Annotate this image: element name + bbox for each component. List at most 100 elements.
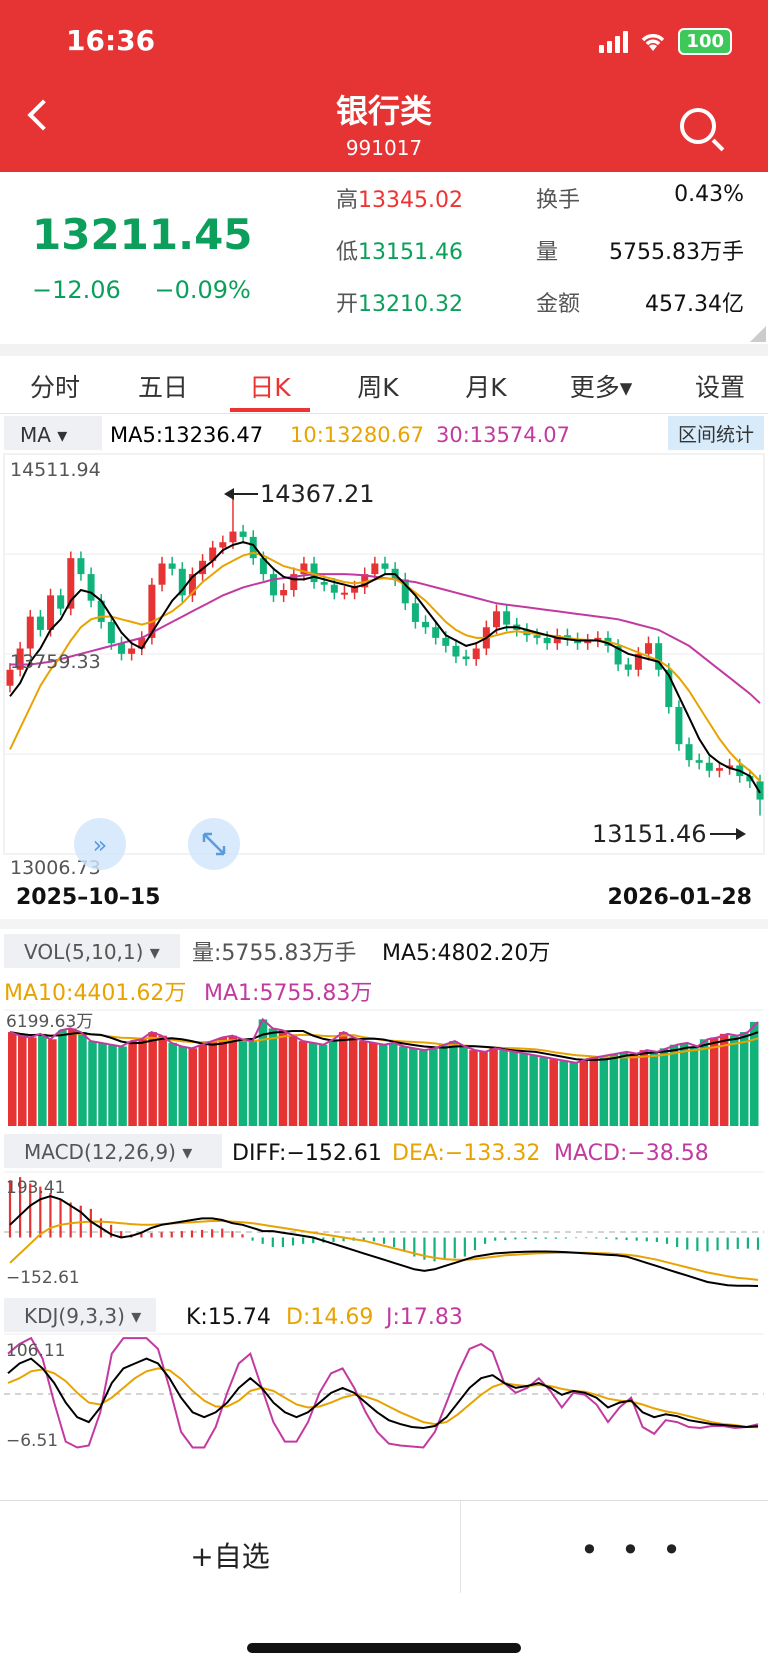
panel-gap: [0, 919, 768, 929]
volume-bar: [449, 1041, 458, 1126]
turnover-label: 换手: [536, 188, 581, 213]
macd-lines: [9, 1195, 759, 1287]
volume-bar: [378, 1044, 388, 1126]
volume-bar: [178, 1046, 187, 1126]
candle-body: [614, 645, 622, 665]
candle-body: [351, 587, 359, 593]
ma-selector[interactable]: MA ▾: [20, 423, 67, 447]
volume-bar: [399, 1046, 408, 1126]
volume-bar: [128, 1041, 137, 1126]
fullscreen-button[interactable]: [188, 818, 240, 870]
current-price: 13211.45: [32, 210, 253, 259]
candle-body: [361, 574, 369, 588]
vol-selector-bg: [4, 934, 180, 968]
vol-ma5-line: [9, 1030, 759, 1061]
ma5-line: [9, 541, 761, 794]
candle-body: [655, 643, 663, 670]
vol-ma1-line: [9, 1017, 759, 1064]
tab-five-day[interactable]: 五日: [137, 373, 188, 402]
candle-body: [6, 669, 14, 686]
kline-chart[interactable]: MA ▾ MA5:13236.47 10:13280.67 30:13574.0…: [0, 414, 768, 1450]
candle-body: [188, 574, 196, 596]
ma30-line: [10, 573, 761, 704]
vol-top-label: 6199.63万: [6, 1012, 93, 1032]
candle-body: [594, 637, 602, 641]
volume-bar: [268, 1028, 278, 1126]
volume-bar: [489, 1048, 498, 1126]
candle-body: [340, 592, 348, 595]
volume-bar: [338, 1032, 348, 1126]
candle-body: [381, 563, 389, 569]
volume-bar: [749, 1022, 759, 1126]
candle-body: [584, 640, 592, 644]
tab-settings[interactable]: 设置: [694, 373, 745, 402]
candle-body: [229, 531, 237, 543]
candle-body: [756, 781, 764, 800]
candle-body: [422, 621, 430, 628]
tab-more[interactable]: 更多▾: [569, 373, 633, 402]
candle-body: [452, 645, 460, 657]
macd-bottom-label: −152.61: [6, 1268, 80, 1288]
candle-body: [300, 563, 308, 575]
macd-selector[interactable]: MACD(12,26,9) ▾: [24, 1140, 192, 1164]
volume-bar: [659, 1048, 669, 1126]
candle-body: [624, 664, 632, 670]
wifi-icon: [642, 33, 665, 51]
search-icon[interactable]: [680, 108, 716, 144]
interval-stats-button[interactable]: 区间统计: [678, 424, 754, 446]
volume-bar: [719, 1033, 729, 1126]
tab-daily-k[interactable]: 日K: [249, 373, 291, 402]
tab-weekly-k[interactable]: 周K: [357, 373, 399, 402]
volume-bar: [188, 1048, 198, 1126]
volume-bar: [599, 1055, 609, 1126]
volume-bar: [198, 1044, 208, 1126]
expand-icon: [202, 832, 226, 856]
add-favorite-button[interactable]: +自选: [190, 1540, 270, 1573]
tab-monthly-k[interactable]: 月K: [465, 373, 507, 402]
price-change: −12.06 −0.09%: [32, 276, 277, 304]
open-value: 13210.32: [358, 292, 463, 317]
quote-panel: 13211.45 −12.06 −0.09% 高13345.02 低13151.…: [0, 172, 768, 344]
candle-body: [67, 558, 75, 609]
j-legend: J:17.83: [384, 1305, 463, 1330]
status-icons: 100: [599, 28, 732, 55]
candle-body: [320, 582, 328, 585]
volume-label: 量: [536, 240, 559, 265]
volume-bar: [499, 1050, 508, 1126]
kdj-selector[interactable]: KDJ(9,3,3) ▾: [24, 1304, 141, 1328]
volume-bar: [368, 1042, 378, 1126]
expand-corner-icon[interactable]: [750, 326, 766, 342]
volume-bar: [689, 1046, 699, 1126]
open-row: 开13210.32: [336, 286, 463, 318]
candle-body: [239, 531, 247, 537]
candle-body: [47, 595, 55, 630]
candle-body: [705, 762, 713, 771]
kdj-bottom-label: −6.51: [6, 1431, 58, 1450]
scroll-left-button[interactable]: »: [74, 818, 126, 870]
tab-intraday[interactable]: 分时: [29, 373, 80, 402]
d-line: [7, 1367, 759, 1429]
macd-histogram: [8, 1177, 760, 1262]
candle-body: [665, 669, 673, 707]
volume-bar: [48, 1039, 57, 1126]
kdj-top-label: 106.11: [6, 1341, 65, 1361]
more-options-icon[interactable]: • • •: [580, 1531, 687, 1569]
candle-body: [401, 579, 409, 604]
ma30-legend: 30:13574.07: [436, 423, 570, 447]
volume-bar: [509, 1051, 518, 1126]
ma10-line: [9, 551, 761, 782]
candle-body: [442, 637, 450, 646]
vol-selector[interactable]: VOL(5,10,1) ▾: [24, 940, 160, 964]
volume-legend: 量:5755.83万手: [192, 941, 356, 966]
high-row: 高13345.02: [336, 182, 463, 214]
stats-button-bg[interactable]: [668, 416, 764, 450]
j-line: [7, 1336, 759, 1449]
y-bottom-label: 13006.73: [10, 857, 101, 879]
high-annotation-label: 14367.21: [260, 480, 375, 508]
volume-bar: [58, 1030, 67, 1126]
volume-bar: [699, 1039, 709, 1126]
active-tab-indicator: [230, 408, 310, 412]
ma-selector-bg: [4, 416, 102, 450]
volume-ma-lines: [9, 1017, 759, 1064]
volume-value: 5755.83万手: [609, 240, 744, 265]
